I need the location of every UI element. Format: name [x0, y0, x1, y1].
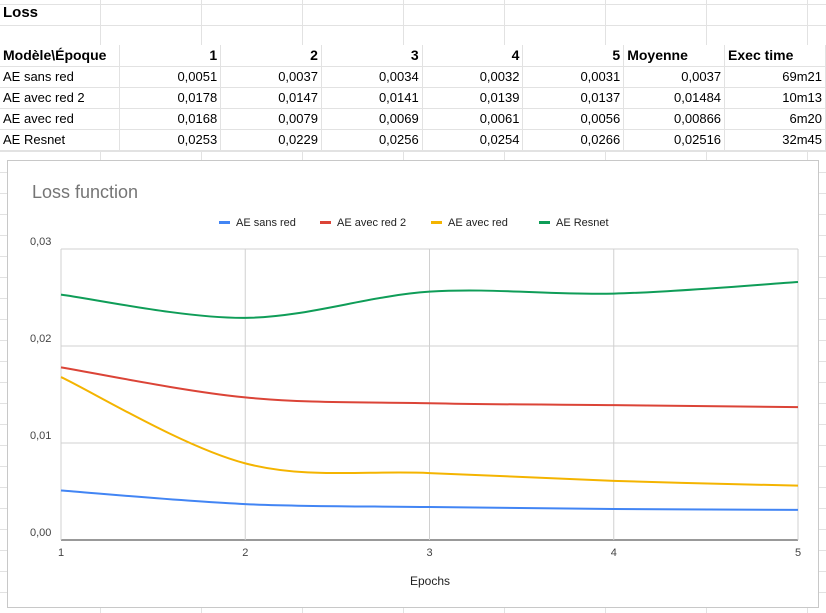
y-tick-label: 0,00 [30, 527, 51, 539]
table-cell[interactable]: 0,0147 [220, 87, 322, 109]
x-axis-ticks: 1 2 3 4 5 [58, 547, 801, 559]
table-cell[interactable]: 0,00866 [623, 108, 726, 130]
table-cell[interactable]: AE avec red 2 [0, 87, 121, 109]
series-line-ae-avec-red[interactable] [60, 376, 799, 487]
chart-legend: AE sans red AE avec red 2 AE avec red AE Re… [219, 217, 609, 229]
chart-gridlines [60, 248, 799, 541]
x-tick-label: 4 [611, 547, 617, 559]
table-cell[interactable]: 0,01484 [623, 87, 726, 109]
table-cell[interactable]: 0,0037 [623, 66, 726, 88]
header-cell[interactable]: 2 [220, 45, 322, 67]
table-cell[interactable]: 0,0178 [119, 87, 222, 109]
table-cell[interactable]: 0,0229 [220, 129, 322, 151]
chart-series [60, 280, 799, 511]
legend-label[interactable]: AE avec red 2 [337, 217, 406, 229]
x-tick-label: 2 [242, 547, 248, 559]
header-cell[interactable]: 5 [522, 45, 625, 67]
table-cell[interactable]: 0,0069 [321, 108, 423, 130]
table-cell[interactable]: 0,0032 [422, 66, 524, 88]
table-cell[interactable]: 0,0051 [119, 66, 222, 88]
table-cell[interactable]: AE sans red [0, 66, 121, 88]
header-cell[interactable]: 4 [422, 45, 524, 67]
legend-swatch [320, 221, 331, 224]
legend-swatch [219, 221, 230, 224]
legend-label[interactable]: AE avec red [448, 217, 508, 229]
table-cell[interactable]: AE avec red [0, 108, 121, 130]
header-cell[interactable]: Exec time [724, 45, 826, 67]
series-line-ae-avec-red-2[interactable] [60, 366, 799, 409]
table-cell[interactable]: 0,0141 [321, 87, 423, 109]
sheet-title[interactable]: Loss [3, 4, 39, 21]
table-row: AE avec red 2 0,0178 0,0147 0,0141 0,013… [0, 87, 826, 109]
x-axis-label: Epochs [410, 574, 450, 588]
header-cell[interactable]: Modèle\Époque [0, 45, 121, 67]
y-tick-label: 0,02 [30, 333, 51, 345]
table-cell[interactable]: 0,0037 [220, 66, 322, 88]
loss-chart[interactable]: Loss function AE sans red AE avec red 2 AE… [7, 160, 819, 608]
table-cell[interactable]: 0,0139 [422, 87, 524, 109]
header-cell[interactable]: Moyenne [623, 45, 726, 67]
table-cell[interactable]: 0,0034 [321, 66, 423, 88]
y-tick-label: 0,03 [30, 236, 51, 248]
table-cell[interactable]: 0,0253 [119, 129, 222, 151]
x-tick-label: 1 [58, 547, 64, 559]
table-header-row: Modèle\Époque 1 2 3 4 5 Moyenne Exec tim… [0, 45, 826, 67]
table-cell[interactable]: 0,0061 [422, 108, 524, 130]
legend-swatch [539, 221, 550, 224]
table-cell[interactable]: 10m13 [724, 87, 826, 109]
header-cell[interactable]: 1 [119, 45, 222, 67]
table-cell[interactable]: 0,0254 [422, 129, 524, 151]
chart-title: Loss function [32, 182, 138, 202]
table-row: AE Resnet 0,0253 0,0229 0,0256 0,0254 0,… [0, 129, 826, 151]
table-cell[interactable]: 0,0056 [522, 108, 625, 130]
series-line-ae-resnet[interactable] [60, 280, 799, 319]
loss-chart-svg: Loss function AE sans red AE avec red 2 AE… [30, 182, 801, 588]
table-cell[interactable]: 0,0168 [119, 108, 222, 130]
table-cell[interactable]: 0,0031 [522, 66, 625, 88]
legend-label[interactable]: AE sans red [236, 217, 296, 229]
header-cell[interactable]: 3 [321, 45, 423, 67]
table-cell[interactable]: 69m21 [724, 66, 826, 88]
table-cell[interactable]: 0,0266 [522, 129, 625, 151]
table-row: AE avec red 0,0168 0,0079 0,0069 0,0061 … [0, 108, 826, 130]
table-cell[interactable]: 0,0079 [220, 108, 322, 130]
legend-swatch [431, 221, 442, 224]
table-cell[interactable]: 0,0256 [321, 129, 423, 151]
x-tick-label: 5 [795, 547, 801, 559]
table-cell[interactable]: 0,02516 [623, 129, 726, 151]
loss-table: Modèle\Époque 1 2 3 4 5 Moyenne Exec tim… [0, 45, 826, 151]
series-line-ae-sans-red[interactable] [60, 489, 799, 511]
table-cell[interactable]: 0,0137 [522, 87, 625, 109]
legend-label[interactable]: AE Resnet [556, 217, 609, 229]
table-row: AE sans red 0,0051 0,0037 0,0034 0,0032 … [0, 66, 826, 88]
table-cell[interactable]: 32m45 [724, 129, 826, 151]
table-cell[interactable]: AE Resnet [0, 129, 121, 151]
x-tick-label: 3 [426, 547, 432, 559]
y-axis-ticks: 0,00 0,01 0,02 0,03 [30, 236, 51, 539]
table-cell[interactable]: 6m20 [724, 108, 826, 130]
y-tick-label: 0,01 [30, 430, 51, 442]
